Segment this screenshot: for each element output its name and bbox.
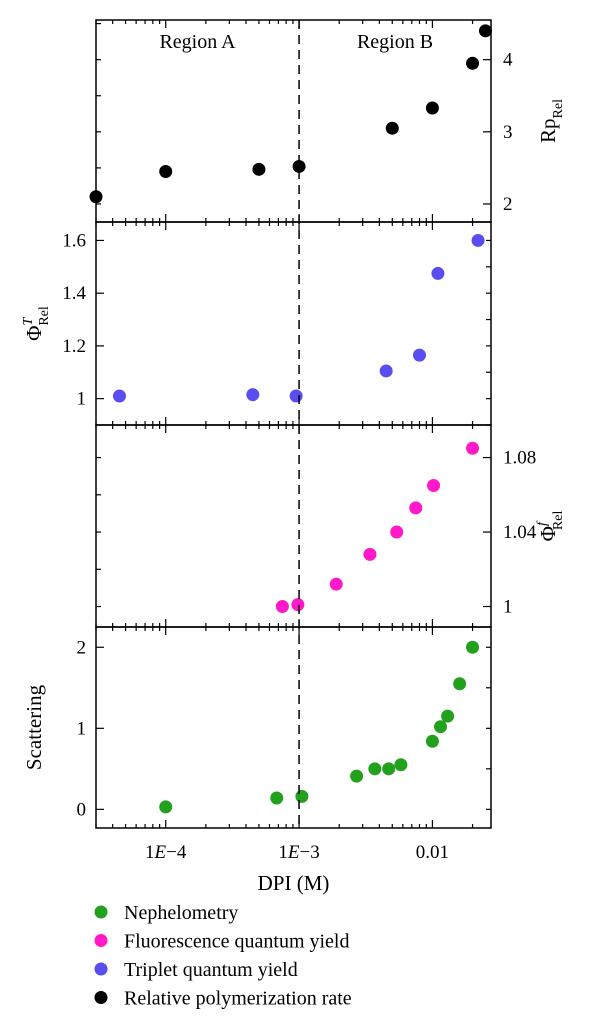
legend-item: Nephelometry (94, 902, 238, 924)
y-tick-label: 1.6 (62, 230, 86, 251)
data-point-nephelometry (434, 720, 448, 734)
legend-item: Fluorescence quantum yield (94, 931, 350, 953)
panel-frame (95, 424, 492, 628)
data-point-triplet-quantum-yield (431, 266, 445, 280)
x-axis-title: DPI (M) (258, 871, 330, 895)
y-tick-label: 3 (503, 122, 513, 143)
data-point-nephelometry (350, 769, 364, 783)
y-axis-title-sub: Rel (551, 511, 566, 531)
x-tick-label-exp: −4 (166, 842, 187, 863)
data-point-fluorescence-quantum-yield (466, 441, 480, 455)
legend-item: Relative polymerization rate (94, 988, 352, 1010)
legend-item: Triplet quantum yield (94, 959, 298, 981)
data-point-relative-polymerization-rate (89, 190, 103, 204)
y-tick-label: 4 (503, 50, 513, 71)
data-point-relative-polymerization-rate (159, 165, 173, 178)
data-point-fluorescence-quantum-yield (291, 598, 305, 612)
x-tick-label: 0.01 (416, 842, 449, 863)
x-tick-label-e: E (287, 842, 300, 863)
data-point-relative-polymerization-rate (478, 24, 492, 38)
data-point-nephelometry (270, 791, 284, 805)
x-tick-label-e: E (154, 842, 167, 863)
data-point-relative-polymerization-rate (252, 162, 266, 176)
legend-label: Triplet quantum yield (124, 959, 298, 981)
legend-label: Nephelometry (124, 902, 238, 924)
y-axis-title: ΦfRel (535, 511, 566, 542)
legend-marker (94, 905, 108, 919)
legend: Nephelometry Fluorescence quantum yield Tr… (94, 902, 352, 1010)
y-axis-title-sup: f (535, 520, 550, 526)
y-tick-label: 2 (77, 637, 87, 658)
y-tick-label: 1 (503, 597, 513, 618)
y-axis-title: RpRel (536, 99, 566, 143)
y-tick-label: 1.04 (503, 522, 537, 543)
y-axis-title-sub: Rel (551, 99, 566, 119)
data-point-triplet-quantum-yield (246, 388, 260, 402)
y-axis-title-sub: Rel (37, 306, 52, 326)
y-tick-label: 0 (77, 799, 87, 820)
data-point-nephelometry (382, 762, 396, 776)
y-tick-label: 1 (77, 389, 87, 410)
data-point-triplet-quantum-yield (289, 389, 303, 403)
x-tick-label-mantissa: 1 (278, 842, 288, 863)
x-tick-label: 1E−3 (278, 842, 319, 863)
data-point-fluorescence-quantum-yield (275, 600, 289, 614)
y-tick-label: 1 (77, 718, 87, 739)
legend-marker (94, 991, 108, 1004)
data-point-fluorescence-quantum-yield (427, 479, 441, 493)
data-point-fluorescence-quantum-yield (390, 525, 404, 539)
y-axis-title-base: R (536, 129, 560, 143)
y-tick-label: 1.08 (503, 448, 536, 469)
data-point-triplet-quantum-yield (412, 348, 426, 362)
y-tick-label: 1.2 (62, 336, 86, 357)
data-point-nephelometry (295, 789, 309, 803)
legend-label: Relative polymerization rate (124, 988, 352, 1010)
data-point-nephelometry (368, 762, 382, 776)
data-point-nephelometry (441, 709, 455, 723)
data-point-nephelometry (466, 640, 480, 654)
data-point-relative-polymerization-rate (292, 159, 306, 173)
y-axis-title: Scattering (22, 684, 46, 770)
legend-label: Fluorescence quantum yield (124, 931, 350, 953)
y-axis-title-p: p (536, 118, 560, 129)
data-point-triplet-quantum-yield (471, 233, 485, 247)
data-point-triplet-quantum-yield (112, 389, 126, 403)
data-point-fluorescence-quantum-yield (409, 501, 423, 515)
y-tick-label: 1.4 (62, 283, 86, 304)
x-tick-label-mantissa: 1 (145, 842, 155, 863)
y-axis-title-base: Φ (22, 325, 46, 340)
data-point-fluorescence-quantum-yield (329, 577, 343, 591)
data-point-relative-polymerization-rate (385, 121, 399, 135)
region-b-label: Region B (357, 31, 433, 53)
data-point-nephelometry (453, 677, 467, 691)
data-point-nephelometry (394, 758, 408, 772)
y-tick-label: 2 (503, 194, 513, 215)
data-point-relative-polymerization-rate (425, 101, 439, 115)
y-axis-title-sup: T (21, 316, 36, 325)
x-tick-label-exp: −3 (300, 842, 320, 863)
data-point-relative-polymerization-rate (466, 56, 480, 70)
data-point-nephelometry (159, 800, 173, 814)
y-axis-title: ΦTRel (21, 306, 52, 341)
panel-frame (95, 626, 492, 829)
data-point-nephelometry (425, 734, 439, 748)
y-axis-title-base: Φ (536, 526, 560, 541)
legend-marker (94, 962, 108, 976)
panel-triplet-quantum-yield: 1 1.2 1.4 1.6 ΦTRel (21, 221, 492, 426)
x-tick-label-mantissa: 0.01 (416, 842, 449, 863)
region-a-label: Region A (159, 31, 236, 53)
panel-fluorescence-quantum-yield: 1 1.04 1.08 ΦfRel (95, 424, 566, 628)
data-point-fluorescence-quantum-yield (363, 547, 377, 561)
legend-marker (94, 934, 108, 947)
data-point-triplet-quantum-yield (379, 364, 393, 378)
panel-relative-polymerization-rate: 2 3 4 RpRel Region A Region B (89, 19, 566, 223)
x-tick-label: 1E−4 (145, 842, 187, 863)
